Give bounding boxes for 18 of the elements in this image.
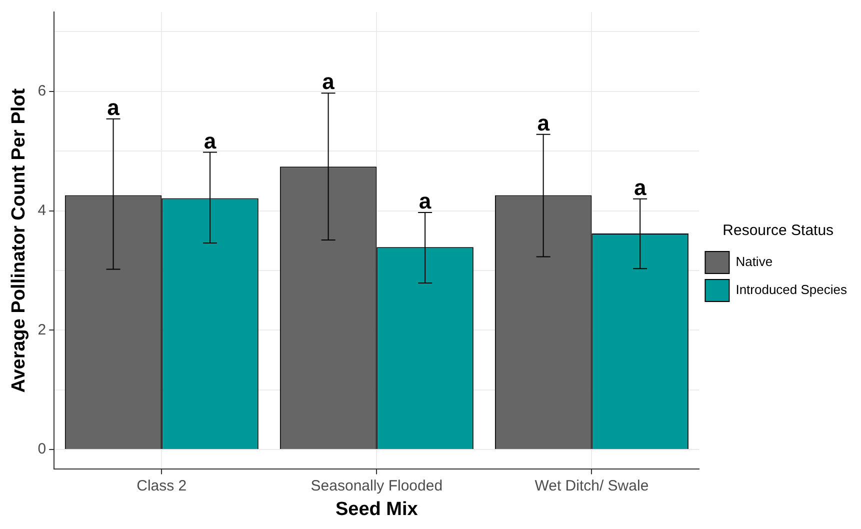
x-tick-label: Wet Ditch/ Swale <box>534 477 649 494</box>
y-tick-label: 0 <box>38 440 46 458</box>
y-tick-label: 6 <box>38 82 46 100</box>
annotation: a <box>537 110 550 136</box>
y-tick-label: 4 <box>38 202 46 219</box>
y-axis-title: Average Pollinator Count Per Plot <box>8 88 30 393</box>
x-tick-label: Seasonally Flooded <box>310 477 443 494</box>
annotation: a <box>204 128 217 154</box>
legend-label: Introduced Species <box>736 282 848 298</box>
annotation: a <box>418 188 432 214</box>
annotation: a <box>107 94 120 120</box>
legend-title: Resource Status <box>722 222 834 240</box>
x-axis-title: Seed Mix <box>335 498 418 520</box>
annotation: a <box>322 69 336 94</box>
annotation: a <box>634 174 647 200</box>
x-tick-label: Class 2 <box>136 477 187 494</box>
legend-label: Native <box>736 254 773 270</box>
y-tick-label: 2 <box>38 321 46 338</box>
